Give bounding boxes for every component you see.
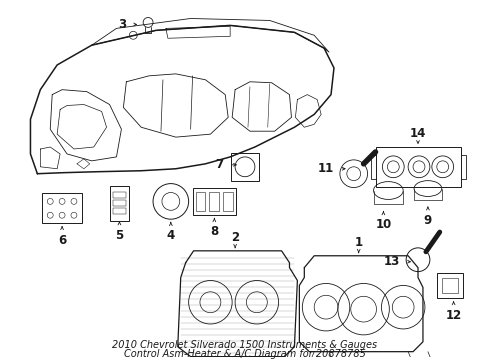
Text: 10: 10	[374, 218, 391, 231]
Text: 4: 4	[166, 229, 175, 242]
Text: Control Asm-Heater & A/C Diagram for 20878785: Control Asm-Heater & A/C Diagram for 208…	[123, 348, 365, 359]
Text: 12: 12	[445, 309, 461, 322]
Text: 2: 2	[230, 231, 239, 244]
Text: 6: 6	[58, 234, 66, 247]
Text: 8: 8	[210, 225, 218, 238]
Text: 13: 13	[383, 255, 399, 268]
Text: 7: 7	[215, 158, 223, 171]
Text: 1: 1	[354, 237, 362, 249]
Text: 11: 11	[317, 162, 333, 175]
Text: 9: 9	[423, 214, 431, 227]
Text: 14: 14	[409, 127, 426, 140]
Text: 5: 5	[115, 229, 123, 242]
Text: 3: 3	[118, 18, 126, 31]
Text: 2010 Chevrolet Silverado 1500 Instruments & Gauges: 2010 Chevrolet Silverado 1500 Instrument…	[112, 340, 376, 350]
